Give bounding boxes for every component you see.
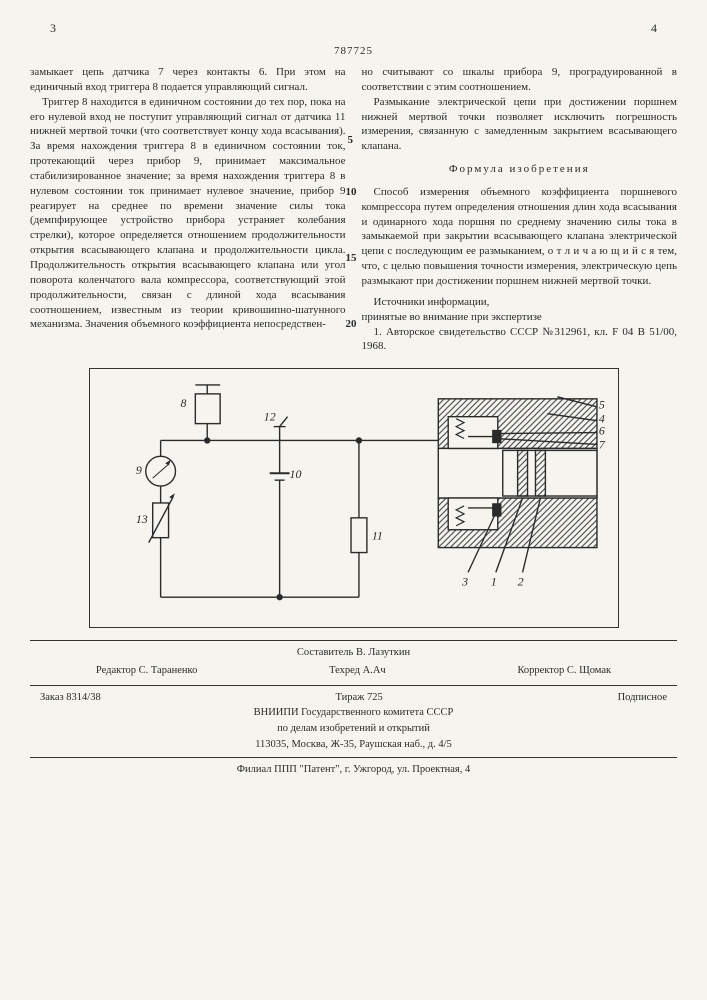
right-p3: Способ измерения объемного коэффициента … [362, 185, 678, 289]
compiler-row: Составитель В. Лазуткин [30, 645, 677, 661]
label-13: 13 [135, 512, 147, 526]
source-1: 1. Авторское свидетельство СССР №312961,… [362, 325, 678, 355]
label-8: 8 [180, 396, 186, 410]
corrector: Корректор С. Щомак [517, 663, 611, 679]
marker-15: 15 [346, 251, 357, 266]
compiler-label: Составитель [297, 647, 353, 658]
sources-sub: принятые во внимание при экспертизе [362, 310, 678, 325]
left-p1: замыкает цепь датчика 7 через контакты 6… [30, 65, 346, 95]
page-right: 4 [651, 20, 657, 36]
order: Заказ 8314/38 [40, 690, 101, 706]
right-p2: Размыкание электрической цепи при достиж… [362, 95, 678, 154]
label-9: 9 [135, 463, 141, 477]
compiler-name: В. Лазуткин [356, 647, 410, 658]
credits-row: Редактор С. Тараненко Техред А.Ач Коррек… [30, 661, 677, 681]
circuit-diagram: 8 12 9 13 [89, 368, 619, 628]
address1: 113035, Москва, Ж-35, Раушская наб., д. … [30, 737, 677, 753]
label-6: 6 [598, 424, 604, 438]
page-left: 3 [50, 20, 56, 36]
org2: по делам изобретений и открытий [30, 721, 677, 737]
label-2: 2 [517, 574, 523, 588]
marker-5: 5 [348, 133, 354, 148]
footer: Составитель В. Лазуткин Редактор С. Тара… [30, 640, 677, 777]
label-5: 5 [598, 398, 604, 412]
subscription: Подписное [618, 690, 667, 706]
formula-title: Формула изобретения [362, 162, 678, 177]
label-10: 10 [289, 467, 301, 481]
right-column: 5 10 15 20 25 но считывают со шкалы приб… [362, 65, 678, 354]
branch: Филиал ППП "Патент", г. Ужгород, ул. Про… [30, 762, 677, 778]
doc-number: 787725 [30, 44, 677, 59]
left-column: замыкает цепь датчика 7 через контакты 6… [30, 65, 346, 354]
right-p1: но считывают со шкалы прибора 9, проград… [362, 65, 678, 95]
marker-10: 10 [346, 185, 357, 200]
text-columns: замыкает цепь датчика 7 через контакты 6… [30, 65, 677, 354]
label-1: 1 [490, 574, 496, 588]
marker-20: 20 [346, 317, 357, 332]
label-7: 7 [598, 438, 605, 452]
org1: ВНИИПИ Государственного комитета СССР [30, 705, 677, 721]
sources-title: Источники информации, [362, 295, 678, 310]
tirage: Тираж 725 [335, 690, 382, 706]
left-p2: Триггер 8 находится в единичном состояни… [30, 95, 346, 333]
label-11: 11 [371, 529, 382, 543]
label-12: 12 [263, 410, 275, 424]
label-3: 3 [461, 574, 468, 588]
page-header: 3 4 [30, 20, 677, 36]
tech: Техред А.Ач [329, 663, 386, 679]
order-row: Заказ 8314/38 Тираж 725 Подписное [30, 690, 677, 706]
editor: Редактор С. Тараненко [96, 663, 197, 679]
diagram-svg: 8 12 9 13 [100, 379, 608, 617]
